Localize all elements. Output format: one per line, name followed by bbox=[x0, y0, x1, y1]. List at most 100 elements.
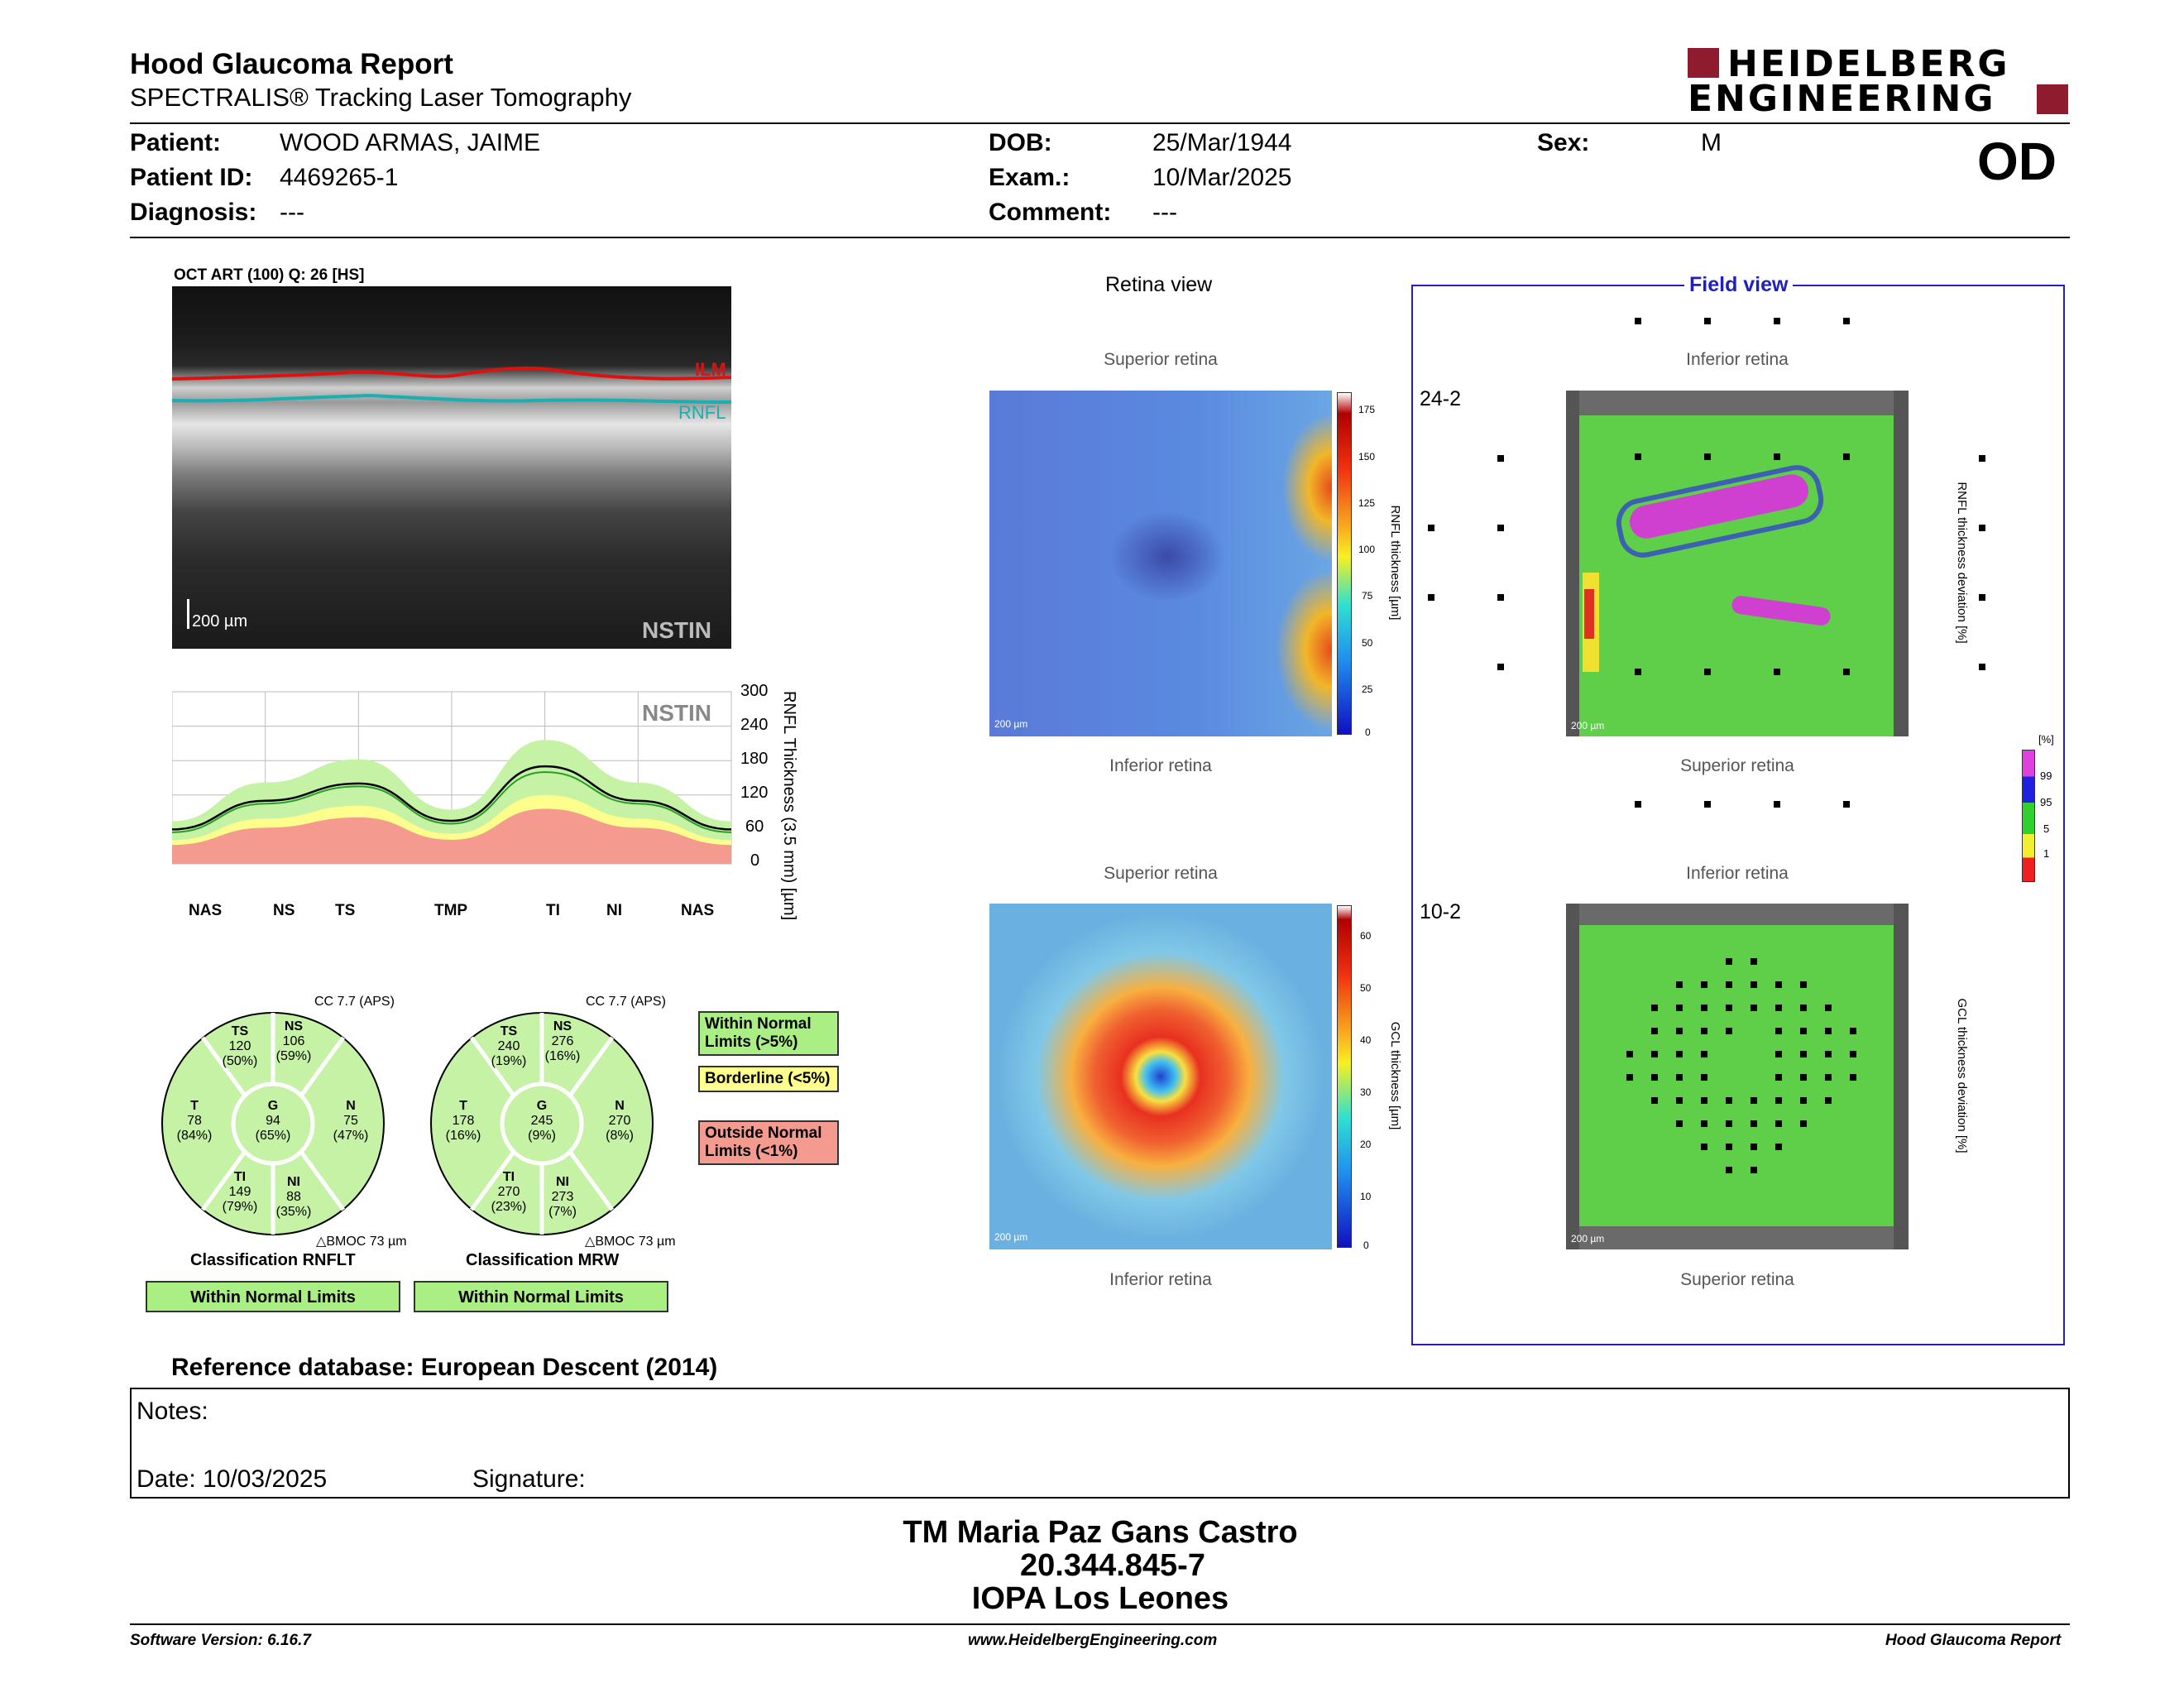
mrw-sector-ts: TS 240 (19%) bbox=[491, 1024, 527, 1068]
ilm-label: ILM bbox=[695, 359, 726, 380]
header-divider bbox=[130, 122, 2070, 124]
diagnosis-value: --- bbox=[280, 199, 304, 226]
rnfl-tick: 0 bbox=[1365, 727, 1371, 738]
gcl-tick: 60 bbox=[1360, 930, 1372, 942]
rnfl-tick: 150 bbox=[1358, 451, 1376, 463]
comment-value: --- bbox=[1152, 199, 1177, 226]
rnfl-tick: 50 bbox=[1362, 637, 1373, 649]
rnfl-tick: 75 bbox=[1362, 590, 1373, 602]
dob-label: DOB: bbox=[989, 129, 1052, 156]
rnfl-tick: 125 bbox=[1358, 497, 1376, 509]
notes-label: Notes: bbox=[136, 1398, 208, 1425]
stamp-name: TM Maria Paz Gans Castro bbox=[903, 1515, 1298, 1550]
x-label: TMP bbox=[434, 902, 468, 919]
profile-series-normal-mean bbox=[172, 771, 732, 833]
reference-database: Reference database: European Descent (20… bbox=[171, 1354, 718, 1381]
field-label-10-2: 10-2 bbox=[1420, 900, 1462, 923]
patient-id-value: 4469265-1 bbox=[280, 164, 399, 191]
oct-scale-bar bbox=[187, 599, 189, 629]
rnfl-deviation-label: RNFL thickness deviation [%] bbox=[1955, 482, 1969, 644]
oct-nstin-label: NSTIN bbox=[642, 617, 711, 643]
logo-square-top bbox=[1688, 48, 1719, 78]
rnflt-cc: CC 7.7 (APS) bbox=[314, 995, 395, 1009]
dob-value: 25/Mar/1944 bbox=[1152, 129, 1292, 156]
field-bottom-caption-2: Superior retina bbox=[1680, 1270, 1794, 1289]
comment-label: Comment: bbox=[989, 199, 1112, 226]
profile-nstin-label: NSTIN bbox=[642, 700, 711, 726]
mrw-sector-g: G 245 (9%) bbox=[528, 1099, 556, 1143]
pct-tick: 5 bbox=[2043, 822, 2050, 835]
mrw-sector-circle bbox=[430, 1012, 654, 1235]
rnflt-sector-g: G 94 (65%) bbox=[255, 1099, 291, 1143]
y-tick: 0 bbox=[750, 851, 760, 870]
x-label: TI bbox=[546, 902, 560, 919]
notes-box[interactable]: Notes: Date: 10/03/2025 Signature: bbox=[130, 1388, 2070, 1499]
x-label: TS bbox=[335, 902, 356, 919]
heidelberg-logo: HEIDELBERG ENGINEERING bbox=[1688, 43, 2068, 120]
legend-within-normal: Within Normal Limits (>5%) bbox=[698, 1011, 839, 1056]
delta-icon: △ bbox=[585, 1235, 596, 1249]
field-view-title: Field view bbox=[1684, 273, 1794, 297]
stamp-id: 20.344.845-7 bbox=[1020, 1548, 1205, 1583]
rnfl-tick: 100 bbox=[1358, 544, 1376, 555]
rnflt-sector-n: N 75 (47%) bbox=[333, 1099, 369, 1143]
rnfl-colorbar bbox=[1337, 392, 1352, 735]
retina-bottom-caption-1: Inferior retina bbox=[1109, 756, 1212, 775]
legend-borderline: Borderline (<5%) bbox=[698, 1066, 839, 1092]
ilm-line bbox=[172, 367, 731, 381]
sex-label: Sex: bbox=[1537, 129, 1590, 156]
diagnosis-label: Diagnosis: bbox=[130, 199, 257, 226]
mrw-classification-label: Classification MRW bbox=[466, 1251, 620, 1269]
field-rnfl-deviation-map: 200 µm bbox=[1566, 391, 1909, 736]
y-tick: 240 bbox=[740, 716, 769, 734]
gcl-tick: 20 bbox=[1360, 1139, 1372, 1150]
rnflt-result-badge: Within Normal Limits bbox=[146, 1281, 400, 1312]
footer-website[interactable]: www.HeidelbergEngineering.com bbox=[968, 1632, 1218, 1649]
logo-text-engineering: ENGINEERING bbox=[1688, 78, 1996, 120]
rnfl-profile-chart bbox=[172, 691, 732, 865]
legend-outside-normal: Outside Normal Limits (<1%) bbox=[698, 1120, 839, 1165]
delta-icon: △ bbox=[316, 1235, 327, 1249]
rnflt-sector-ns: NS 106 (59%) bbox=[275, 1019, 312, 1063]
notes-date: Date: 10/03/2025 bbox=[136, 1465, 328, 1493]
x-label: NAS bbox=[681, 902, 715, 919]
pct-legend-label: [%] bbox=[2038, 733, 2054, 746]
mrw-result-badge: Within Normal Limits bbox=[414, 1281, 668, 1312]
mrw-sector-ns: NS 276 (16%) bbox=[544, 1019, 581, 1063]
field-label-24-2: 24-2 bbox=[1420, 387, 1462, 410]
mrw-cc: CC 7.7 (APS) bbox=[586, 995, 666, 1009]
rnfl-tick: 175 bbox=[1358, 404, 1376, 415]
oct-bscan-image: ILM RNFL 200 µm NSTIN bbox=[172, 286, 731, 649]
gcl-deviation-label: GCL thickness deviation [%] bbox=[1955, 998, 1969, 1153]
retina-rnfl-thickness-map: 200 µm bbox=[989, 391, 1332, 736]
gcl-tick: 30 bbox=[1360, 1086, 1372, 1098]
gcl-tick: 0 bbox=[1363, 1240, 1369, 1251]
notes-signature-label: Signature: bbox=[472, 1465, 586, 1493]
pct-legend-bar bbox=[2022, 750, 2035, 882]
footer-divider bbox=[130, 1623, 2070, 1625]
exam-label: Exam.: bbox=[989, 164, 1070, 191]
oct-scale-label: 200 µm bbox=[192, 612, 248, 631]
oct-title: OCT ART (100) Q: 26 [HS] bbox=[174, 266, 365, 284]
gcl-tick: 10 bbox=[1360, 1191, 1372, 1202]
field-gcl-deviation-map: 200 µm bbox=[1566, 904, 1909, 1249]
gcl-tick: 40 bbox=[1360, 1034, 1372, 1046]
retina-bottom-caption-2: Inferior retina bbox=[1109, 1270, 1212, 1289]
profile-band-outside bbox=[172, 808, 731, 864]
field-scale-label-1: 200 µm bbox=[1571, 720, 1605, 731]
retina-top-caption-2: Superior retina bbox=[1104, 864, 1218, 883]
mrw-sector-t: T 178 (16%) bbox=[445, 1099, 481, 1143]
rnflt-bmoc: △BMOC 73 µm bbox=[316, 1235, 407, 1249]
footer-software-version: Software Version: 6.16.7 bbox=[130, 1632, 311, 1649]
y-tick: 120 bbox=[740, 784, 769, 802]
logo-text-heidelberg: HEIDELBERG bbox=[1727, 43, 2010, 85]
rnflt-classification-label: Classification RNFLT bbox=[190, 1251, 356, 1269]
rnflt-sector-t: T 78 (84%) bbox=[176, 1099, 213, 1143]
profile-y-axis-label: RNFL Thickness (3.5 mm) [µm] bbox=[780, 691, 798, 921]
rnfl-label: RNFL bbox=[678, 402, 726, 423]
report-title: Hood Glaucoma Report bbox=[130, 48, 453, 80]
rnfl-line bbox=[172, 393, 731, 404]
exam-value: 10/Mar/2025 bbox=[1152, 164, 1292, 191]
rnflt-sector-ts: TS 120 (50%) bbox=[222, 1024, 258, 1068]
pct-tick: 95 bbox=[2040, 796, 2052, 808]
